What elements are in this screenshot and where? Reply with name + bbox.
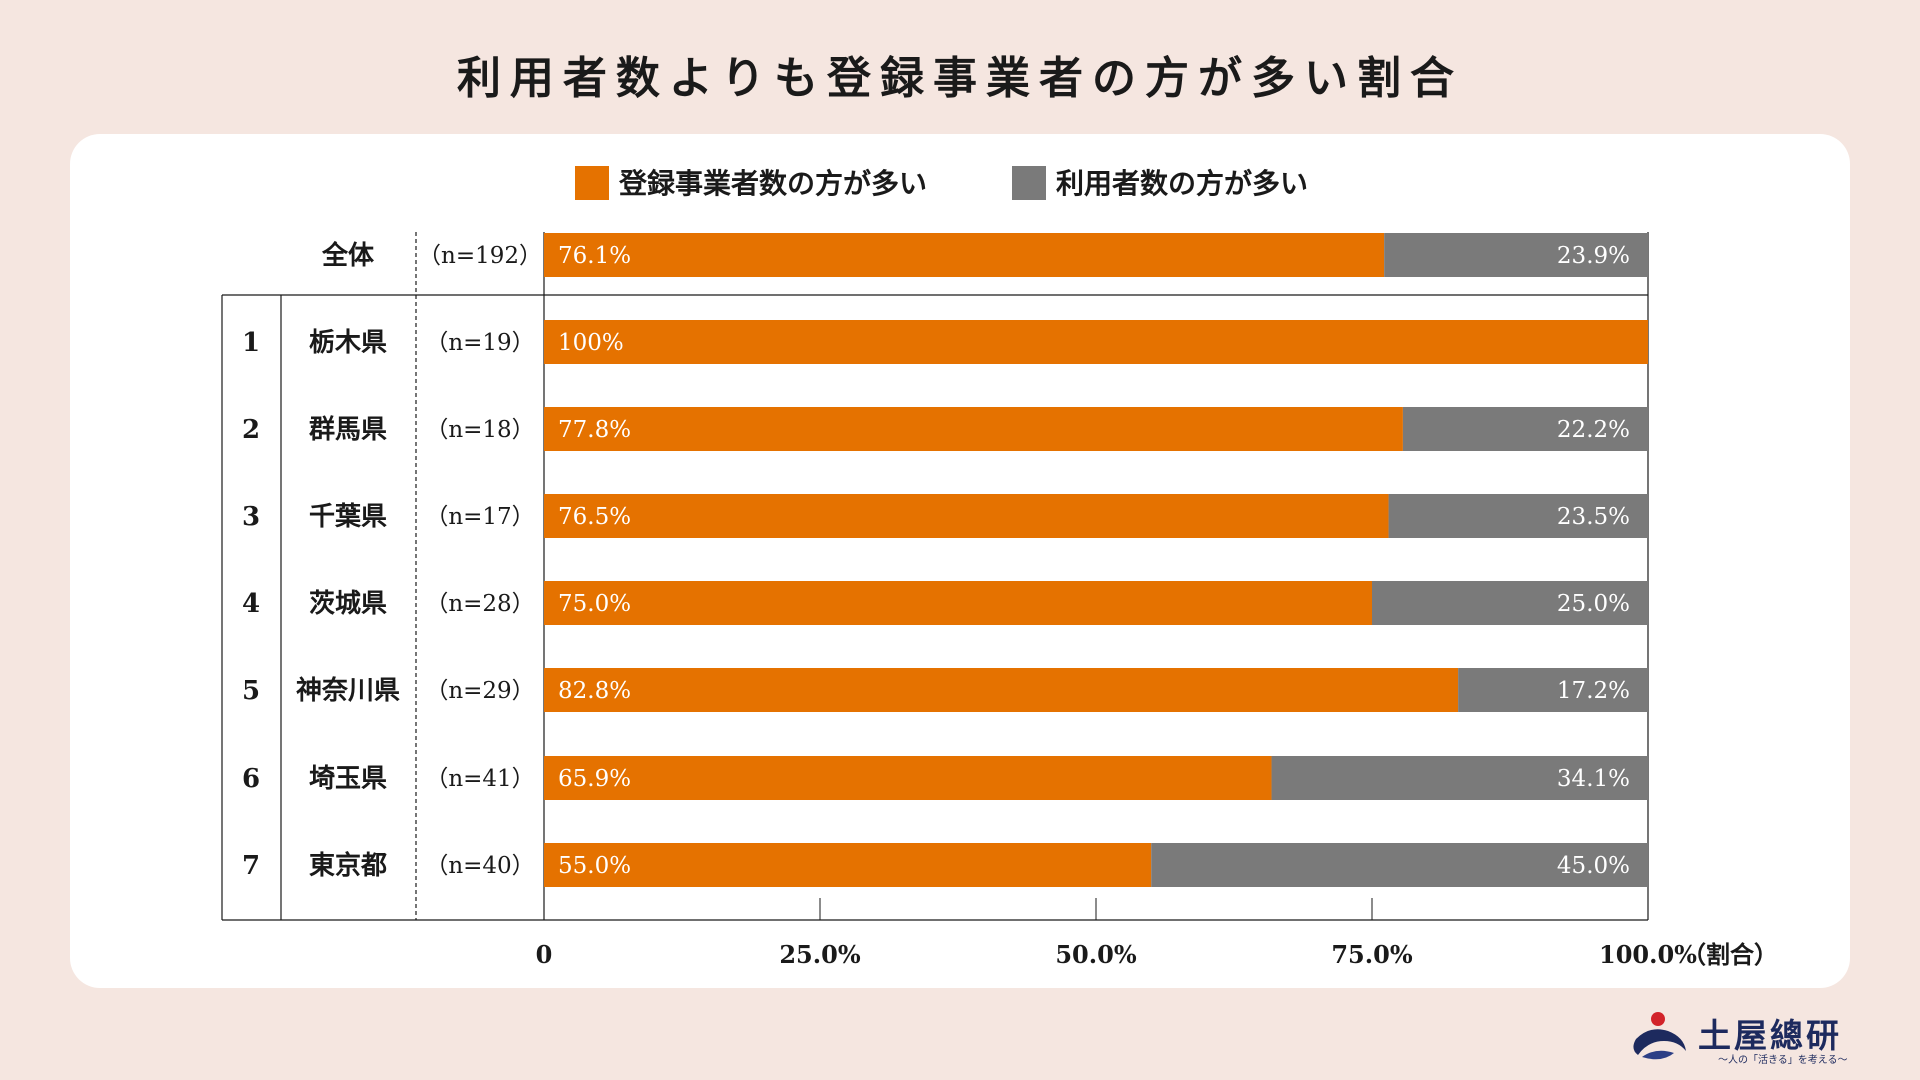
brand-logo: 土屋總研 〜人の「活きる」を考える〜 xyxy=(1628,1005,1858,1067)
row-rank-7: 7 xyxy=(242,851,260,881)
legend-label-2: 利用者数の方が多い xyxy=(1056,167,1308,200)
bar-value-secondary-3: 23.5% xyxy=(1557,504,1630,530)
row-label-4: 茨城県 xyxy=(309,589,387,619)
row-rank-3: 3 xyxy=(242,502,260,532)
x-tick-label-0: 0 xyxy=(536,940,553,969)
overall-n: （n=192） xyxy=(418,243,542,269)
bar-value-secondary-6: 34.1% xyxy=(1557,766,1630,792)
bar-secondary-3 xyxy=(1388,494,1648,538)
bar-secondary-6 xyxy=(1271,756,1648,800)
legend-label-1: 登録事業者数の方が多い xyxy=(618,167,927,200)
overall-value-primary: 76.1% xyxy=(558,243,631,269)
legend-swatch-2 xyxy=(1012,166,1046,200)
x-axis-label: （割合） xyxy=(1682,940,1778,969)
row-n-7: （n=40） xyxy=(425,853,534,879)
row-label-2: 群馬県 xyxy=(308,415,387,445)
bar-primary-3 xyxy=(544,494,1389,538)
overall-bar-primary xyxy=(544,233,1385,277)
bar-primary-4 xyxy=(544,581,1372,625)
row-rank-2: 2 xyxy=(242,415,260,445)
row-n-1: （n=19） xyxy=(425,330,534,356)
bar-value-primary-1: 100% xyxy=(558,330,624,356)
bar-value-primary-5: 82.8% xyxy=(558,678,631,704)
bar-secondary-2 xyxy=(1402,407,1648,451)
bar-value-secondary-4: 25.0% xyxy=(1557,591,1630,617)
row-label-6: 埼玉県 xyxy=(309,764,387,794)
overall-label: 全体 xyxy=(321,240,375,271)
chart-card: 登録事業者数の方が多い 利用者数の方が多い 0 25.0% 50.0% 75.0% 100.… xyxy=(70,134,1850,988)
logo-mark-icon xyxy=(1633,1012,1686,1060)
row-n-6: （n=41） xyxy=(425,766,534,792)
row-rank-5: 5 xyxy=(242,676,260,706)
row-n-2: （n=18） xyxy=(425,417,534,443)
row-rank-6: 6 xyxy=(242,764,260,794)
bar-primary-2 xyxy=(544,407,1403,451)
row-rank-4: 4 xyxy=(242,589,260,619)
x-tick-label-1: 25.0% xyxy=(779,940,860,969)
legend-swatch-1 xyxy=(575,166,609,200)
overall-value-secondary: 23.9% xyxy=(1557,243,1630,269)
bar-secondary-5 xyxy=(1458,668,1648,712)
bar-primary-1 xyxy=(544,320,1648,364)
row-label-7: 東京都 xyxy=(309,850,387,881)
overall-bar-secondary xyxy=(1384,233,1648,277)
x-tick-label-4: 100.0% xyxy=(1599,940,1697,969)
x-tick-label-3: 75.0% xyxy=(1331,940,1412,969)
stacked-bar-chart: 登録事業者数の方が多い 利用者数の方が多い 0 25.0% 50.0% 75.0% 100.… xyxy=(221,166,1778,969)
logo-tagline: 〜人の「活きる」を考える〜 xyxy=(1718,1055,1848,1066)
bar-primary-6 xyxy=(544,756,1272,800)
bar-secondary-7 xyxy=(1151,843,1648,887)
page-title: 利用者数よりも登録事業者の方が多い割合 xyxy=(456,53,1464,104)
bar-value-primary-7: 55.0% xyxy=(558,853,631,879)
bar-value-secondary-2: 22.2% xyxy=(1557,417,1630,443)
bar-value-primary-4: 75.0% xyxy=(558,591,631,617)
bar-value-secondary-5: 17.2% xyxy=(1557,678,1630,704)
bar-primary-7 xyxy=(544,843,1152,887)
logo-name: 土屋總研 xyxy=(1698,1016,1842,1055)
row-n-4: （n=28） xyxy=(425,591,534,617)
bar-value-primary-2: 77.8% xyxy=(558,417,631,443)
x-tick-label-2: 50.0% xyxy=(1055,940,1136,969)
row-n-5: （n=29） xyxy=(425,678,534,704)
bar-value-primary-3: 76.5% xyxy=(558,504,631,530)
bar-secondary-4 xyxy=(1372,581,1648,625)
row-n-3: （n=17） xyxy=(425,504,534,530)
row-label-3: 千葉県 xyxy=(309,502,387,532)
row-rank-1: 1 xyxy=(242,328,260,358)
row-label-1: 栃木県 xyxy=(309,328,387,358)
bar-value-primary-6: 65.9% xyxy=(558,766,631,792)
bar-value-secondary-7: 45.0% xyxy=(1557,853,1630,879)
row-label-5: 神奈川県 xyxy=(296,676,400,706)
bar-primary-5 xyxy=(544,668,1459,712)
